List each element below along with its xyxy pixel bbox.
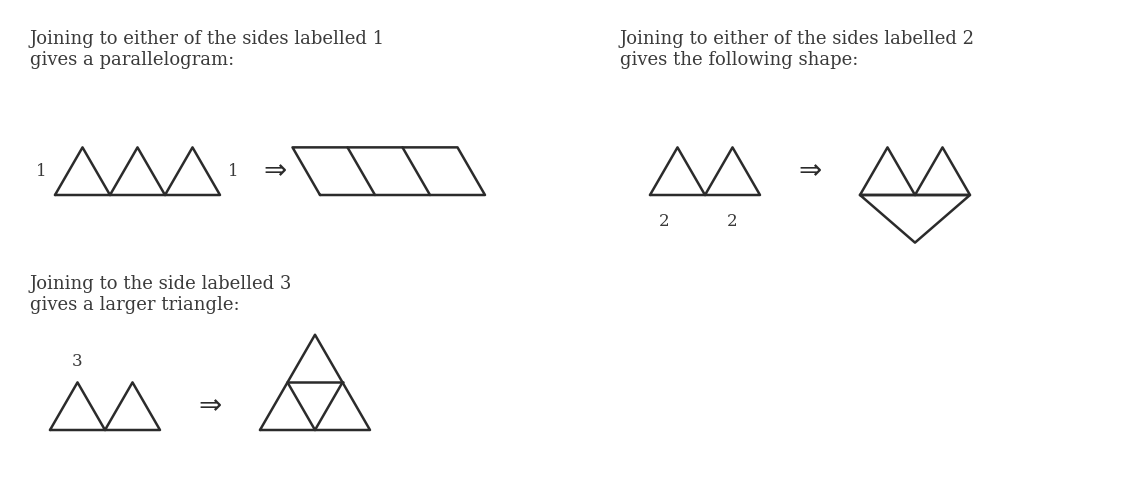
Text: ⇒: ⇒ — [199, 392, 221, 420]
Text: Joining to either of the sides labelled 1
gives a parallelogram:: Joining to either of the sides labelled … — [30, 30, 385, 69]
Text: 3: 3 — [72, 353, 83, 371]
Text: ⇒: ⇒ — [264, 157, 286, 185]
Text: 1: 1 — [228, 163, 238, 180]
Text: 2: 2 — [728, 213, 738, 230]
Text: ⇒: ⇒ — [798, 157, 822, 185]
Text: 2: 2 — [658, 213, 669, 230]
Text: Joining to the side labelled 3
gives a larger triangle:: Joining to the side labelled 3 gives a l… — [30, 275, 292, 314]
Text: 1: 1 — [36, 163, 47, 180]
Text: Joining to either of the sides labelled 2
gives the following shape:: Joining to either of the sides labelled … — [620, 30, 975, 69]
